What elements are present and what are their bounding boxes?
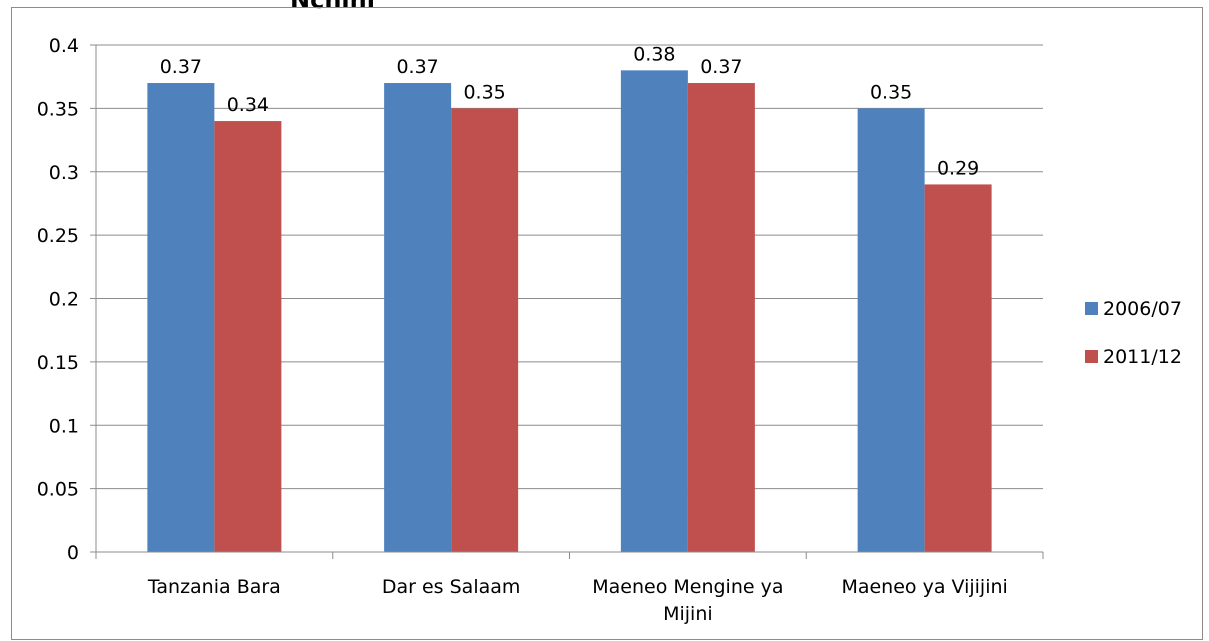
- y-tick-label: 0.4: [49, 35, 79, 57]
- y-tick-label: 0.2: [49, 289, 79, 311]
- chart-frame: [11, 7, 1203, 640]
- legend-swatch: [1085, 350, 1098, 363]
- bar: [620, 70, 688, 552]
- x-tick-label: Maeneo ya Vijijini: [841, 576, 1007, 598]
- y-tick-label: 0.15: [37, 352, 79, 374]
- bar: [924, 184, 992, 553]
- legend-swatch: [1085, 302, 1098, 315]
- bars: [147, 70, 992, 553]
- y-tick-label: 0: [67, 542, 79, 564]
- y-tick-label: 0.1: [49, 415, 79, 437]
- y-tick-label: 0.3: [49, 162, 79, 184]
- data-label: 0.37: [160, 56, 202, 78]
- data-label: 0.35: [463, 81, 505, 103]
- y-tick-label: 0.05: [37, 479, 79, 501]
- data-label: 0.37: [396, 56, 438, 78]
- x-axis: Tanzania Bara Dar es Salaam Maeneo Mengine…: [95, 551, 1044, 625]
- data-label: 0.29: [937, 157, 979, 179]
- y-tick-label: 0.25: [37, 225, 79, 247]
- x-tick-label: Dar es Salaam: [382, 576, 521, 598]
- data-label: 0.37: [700, 56, 742, 78]
- y-axis: 0 0.05 0.1 0.15 0.2 0.25 0.3 0.35 0.4: [37, 35, 97, 564]
- bar: [687, 83, 755, 553]
- bar: [384, 83, 452, 553]
- data-label: 0.35: [870, 81, 912, 103]
- bar: [214, 121, 282, 553]
- data-label: 0.38: [633, 43, 675, 65]
- x-tick-label: Maeneo Mengine ya: [592, 576, 783, 598]
- y-tick-label: 0.35: [37, 98, 79, 120]
- data-labels: 0.37 0.34 0.37 0.35 0.38 0.37 0.35 0.29: [160, 43, 980, 179]
- bar: [857, 108, 925, 552]
- legend: 2006/07 2011/12: [1085, 298, 1182, 368]
- bar: [451, 108, 519, 552]
- legend-label: 2011/12: [1103, 346, 1182, 368]
- bar: [147, 83, 215, 553]
- data-label: 0.34: [227, 94, 269, 116]
- legend-label: 2006/07: [1103, 298, 1182, 320]
- x-tick-label: Tanzania Bara: [147, 576, 281, 598]
- x-tick-label: Mijini: [663, 603, 713, 625]
